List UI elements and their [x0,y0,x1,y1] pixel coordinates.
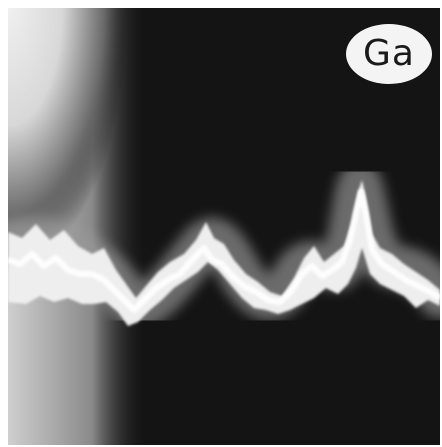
element-label: Ga [363,33,415,74]
trace-core [8,189,440,313]
photo-canvas [8,8,440,445]
oscilloscope-photo: Ga [8,8,440,445]
element-label-oval: Ga [346,24,432,84]
